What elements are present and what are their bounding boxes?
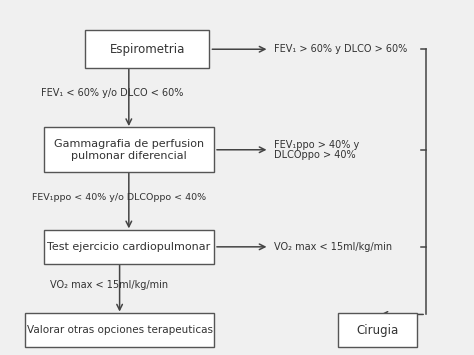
Text: Espirometria: Espirometria xyxy=(109,43,185,56)
Text: VO₂ max < 15ml/kg/min: VO₂ max < 15ml/kg/min xyxy=(50,280,169,290)
Text: Valorar otras opciones terapeuticas: Valorar otras opciones terapeuticas xyxy=(27,325,213,335)
Text: FEV₁ppo > 40% y: FEV₁ppo > 40% y xyxy=(274,140,359,149)
Text: Cirugia: Cirugia xyxy=(356,323,399,337)
Text: FEV₁ > 60% y DLCO > 60%: FEV₁ > 60% y DLCO > 60% xyxy=(274,44,407,54)
FancyBboxPatch shape xyxy=(44,229,214,264)
Text: Gammagrafia de perfusion
pulmonar diferencial: Gammagrafia de perfusion pulmonar difere… xyxy=(54,139,204,160)
FancyBboxPatch shape xyxy=(44,127,214,172)
Text: FEV₁ < 60% y/o DLCO < 60%: FEV₁ < 60% y/o DLCO < 60% xyxy=(41,88,183,98)
Text: DLCOppo > 40%: DLCOppo > 40% xyxy=(274,150,356,160)
Text: Test ejercicio cardiopulmonar: Test ejercicio cardiopulmonar xyxy=(47,242,210,252)
FancyBboxPatch shape xyxy=(338,313,417,347)
Text: VO₂ max < 15ml/kg/min: VO₂ max < 15ml/kg/min xyxy=(274,242,392,252)
FancyBboxPatch shape xyxy=(25,313,214,347)
FancyBboxPatch shape xyxy=(85,30,210,68)
Text: FEV₁ppo < 40% y/o DLCOppo < 40%: FEV₁ppo < 40% y/o DLCOppo < 40% xyxy=(32,193,206,202)
